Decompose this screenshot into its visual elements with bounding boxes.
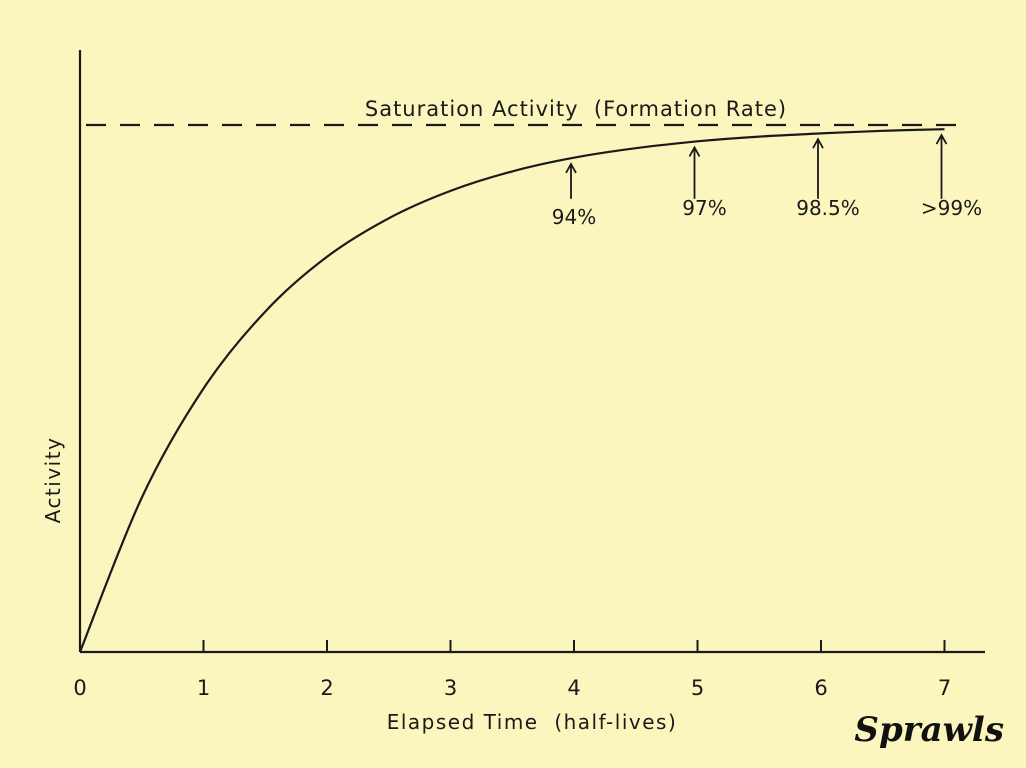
x-tick-label: 6 xyxy=(814,676,827,700)
x-tick-label: 1 xyxy=(197,676,210,700)
annotation-arrowhead xyxy=(812,137,824,149)
annotation-arrowhead xyxy=(565,162,577,174)
x-tick-label: 5 xyxy=(691,676,704,700)
x-tick-label: 0 xyxy=(73,676,86,700)
x-tick-label: 3 xyxy=(444,676,457,700)
activity-curve xyxy=(78,128,945,653)
x-axis-label: Elapsed Time (half-lives) xyxy=(387,710,678,734)
signature: Sprawls xyxy=(854,710,1004,750)
x-tick-label: 2 xyxy=(320,676,333,700)
annotation-arrowhead xyxy=(935,133,948,145)
annotation-label: 97% xyxy=(682,196,726,220)
annotation-label: 94% xyxy=(552,205,596,229)
saturation-label: Saturation Activity (Formation Rate) xyxy=(365,97,787,121)
annotation-label: 98.5% xyxy=(796,196,860,220)
y-axis-label: Activity xyxy=(41,437,65,524)
x-tick-label: 4 xyxy=(567,676,580,700)
annotation-label: >99% xyxy=(921,196,982,220)
x-tick-label: 7 xyxy=(938,676,951,700)
annotation-arrowhead xyxy=(688,145,701,157)
